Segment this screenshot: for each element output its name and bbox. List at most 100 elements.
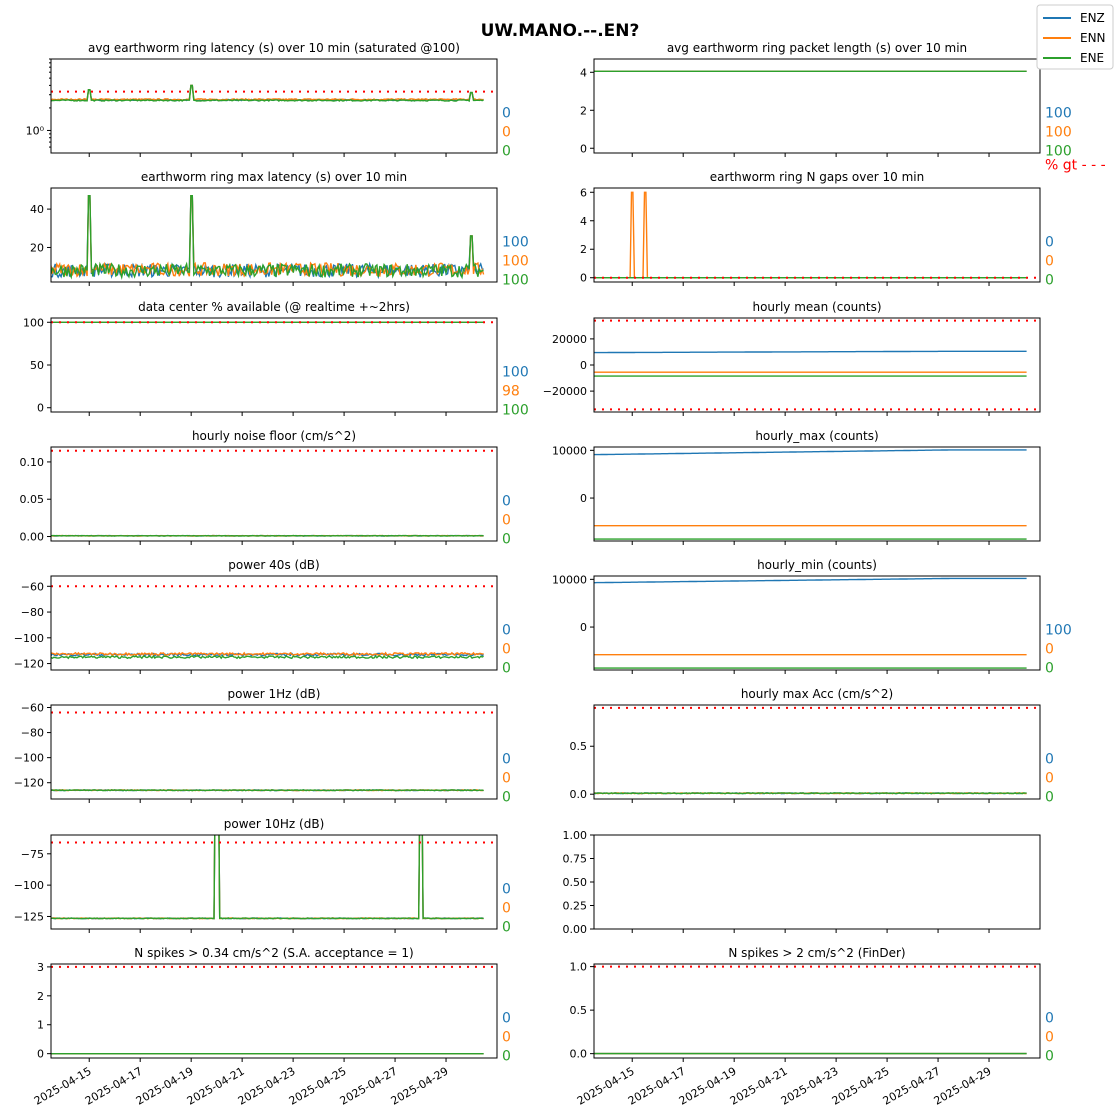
x-tick-label: 2025-04-29	[932, 1065, 994, 1108]
panel-title: hourly max Acc (cm/s^2)	[741, 687, 893, 701]
y-tick-label: 50	[30, 359, 44, 372]
y-tick-label: 4	[580, 215, 587, 228]
y-tick-label: 40	[30, 203, 44, 216]
panel-plot-area	[594, 191, 1040, 279]
pct-label-ENE: 0	[502, 789, 511, 805]
panel-plot-area	[594, 706, 1040, 795]
series-line-ENE	[51, 789, 484, 792]
x-tick-label: 2025-04-29	[389, 1065, 451, 1108]
panel-plot-area	[51, 585, 497, 660]
pct-label-ENE: 0	[502, 919, 511, 935]
panel-plot-area	[594, 319, 1040, 411]
panel-title: power 40s (dB)	[228, 558, 319, 572]
y-tick-label: 0.75	[563, 853, 588, 866]
panel-title: data center % available (@ realtime +~2h…	[138, 300, 410, 314]
y-tick-label: −80	[21, 727, 44, 740]
panel-plot-area	[51, 449, 497, 537]
y-tick-label: 2	[580, 104, 587, 117]
legend-label-ENZ: ENZ	[1080, 11, 1105, 25]
pct-label-ENE: 100	[502, 272, 529, 288]
panel-frame	[50, 963, 498, 1059]
legend-label-ENN: ENN	[1080, 31, 1106, 45]
pct-label-ENN: 0	[1045, 770, 1054, 786]
panel-frame	[593, 963, 1041, 1059]
pct-label-ENN: 0	[502, 1029, 511, 1045]
panel-title: earthworm ring max latency (s) over 10 m…	[141, 170, 407, 184]
pct-label-ENE: 0	[502, 660, 511, 676]
panel-frame	[50, 317, 498, 413]
pct-label-ENZ: 0	[502, 622, 511, 638]
panel-12: power 10Hz (dB) −125 −100 −75 0 0 0	[14, 817, 511, 935]
panel-plot-area	[51, 84, 497, 103]
y-tick-label: 6	[580, 186, 587, 199]
panel-14: N spikes > 0.34 cm/s^2 (S.A. acceptance …	[32, 946, 511, 1108]
pct-label-ENZ: 0	[502, 751, 511, 767]
y-tick-label: 0.00	[20, 531, 45, 544]
y-tick-label: 0.50	[563, 876, 588, 889]
panel-title: earthworm ring N gaps over 10 min	[710, 170, 924, 184]
pct-label-ENN: 0	[502, 124, 511, 140]
pct-label-ENZ: 0	[1045, 751, 1054, 767]
y-tick-label: 4	[580, 66, 587, 79]
y-tick-label: 0	[37, 402, 44, 415]
y-tick-label: 20000	[552, 333, 587, 346]
y-tick-label: 2	[37, 990, 44, 1003]
y-tick-label: 0	[580, 492, 587, 505]
pct-label-ENN: 0	[502, 770, 511, 786]
panel-title: power 10Hz (dB)	[224, 817, 325, 831]
y-tick-label: 0.25	[563, 900, 588, 913]
y-tick-label: −20000	[543, 385, 587, 398]
series-line-ENZ	[594, 449, 1027, 456]
pct-label-ENE: 0	[502, 531, 511, 547]
y-tick-label: 0	[580, 142, 587, 155]
pct-label-ENE: 100	[502, 402, 529, 418]
series-line-ENN	[594, 191, 1027, 279]
series-line-ENE	[51, 835, 484, 920]
pct-label-ENN: 100	[502, 253, 529, 269]
panel-0: avg earthworm ring latency (s) over 10 m…	[26, 41, 511, 159]
panel-frame	[50, 575, 498, 671]
series-line-ENN	[51, 194, 485, 278]
pct-label-ENN: 0	[1045, 253, 1054, 269]
y-tick-label: −60	[21, 702, 44, 715]
y-tick-label: 0	[580, 272, 587, 285]
pct-label-ENZ: 0	[502, 493, 511, 509]
panel-title: hourly_max (counts)	[755, 429, 878, 443]
y-tick-label: −60	[21, 580, 44, 593]
panel-4: data center % available (@ realtime +~2h…	[23, 300, 529, 418]
panel-1: avg earthworm ring packet length (s) ove…	[580, 41, 1106, 173]
pct-label-ENN: 98	[502, 383, 520, 399]
panel-11: hourly max Acc (cm/s^2) 0.0 0.5 0 0 0	[570, 687, 1054, 805]
y-tick-label: 0.5	[570, 740, 588, 753]
y-tick-label: 10⁰	[26, 124, 45, 137]
panel-frame	[593, 575, 1041, 671]
y-tick-label: 0	[37, 1048, 44, 1061]
panel-plot-area	[51, 194, 485, 280]
pct-label-ENN: 0	[1045, 1029, 1054, 1045]
y-tick-label: 100	[23, 316, 44, 329]
pct-label-ENN: 0	[502, 641, 511, 657]
y-tick-label: −100	[14, 879, 44, 892]
panel-frame	[50, 834, 498, 930]
panel-frame	[50, 187, 498, 283]
series-line-ENN	[51, 84, 484, 102]
legend-box	[1036, 4, 1114, 70]
pct-label-ENZ: 0	[502, 881, 511, 897]
panel-title: hourly noise floor (cm/s^2)	[192, 429, 356, 443]
y-tick-label: 10000	[552, 444, 587, 457]
series-line-ENE	[594, 792, 1027, 795]
series-line-ENE	[51, 654, 484, 660]
pct-label-ENE: 0	[1045, 660, 1054, 676]
panels-group: avg earthworm ring latency (s) over 10 m…	[14, 41, 1106, 1108]
y-tick-label: −120	[14, 777, 44, 790]
y-tick-label: 0	[580, 621, 587, 634]
y-tick-label: 0.0	[570, 788, 588, 801]
pct-label-ENE: 0	[1045, 789, 1054, 805]
panel-8: power 40s (dB) −120 −100 −80 −60 0 0 0	[14, 558, 511, 676]
panel-plot-area	[594, 965, 1040, 1055]
panel-title: hourly_min (counts)	[757, 558, 877, 572]
series-line-ENE	[51, 84, 484, 103]
legend: ENZ ENN ENE	[1036, 4, 1114, 70]
